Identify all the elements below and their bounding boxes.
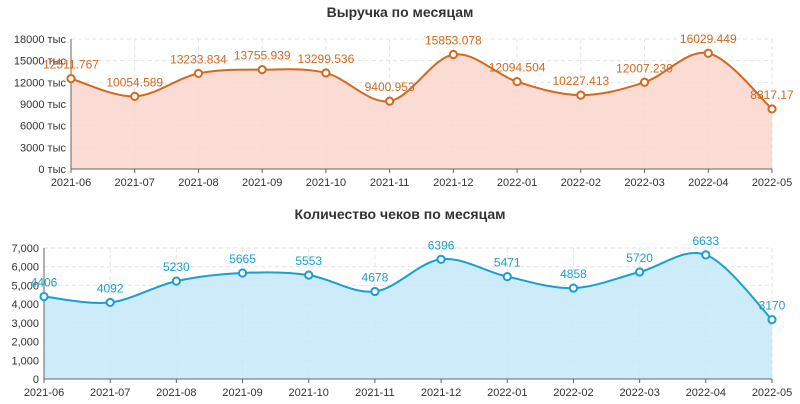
revenue-y-tick-label: 3000 тыс: [20, 142, 66, 154]
receipts-x-tick-label: 2021-06: [24, 387, 64, 399]
receipts-series-line: [43, 252, 773, 321]
receipts-data-label: 5553: [295, 254, 322, 268]
receipts-x-tick-label: 2021-11: [355, 387, 395, 399]
revenue-data-point[interactable]: [257, 65, 267, 75]
receipts-x-tick-label: 2022-05: [752, 387, 792, 399]
revenue-x-tick-label: 2022-02: [561, 177, 601, 189]
receipts-y-tick-label: 0: [33, 374, 39, 386]
revenue-data-point[interactable]: [130, 91, 140, 101]
receipts-y-tick-label: 6,000: [11, 262, 39, 274]
receipts-data-point[interactable]: [568, 283, 579, 293]
revenue-data-label: 13233.834: [170, 52, 227, 66]
revenue-data-label: 13299.536: [298, 52, 355, 66]
receipts-y-tick-label: 7,000: [11, 243, 39, 255]
revenue-data-label: 15853.078: [425, 34, 482, 48]
receipts-y-tick-label: 4,000: [11, 299, 39, 311]
receipts-data-label: 4678: [362, 270, 389, 284]
receipts-data-point[interactable]: [304, 270, 314, 280]
revenue-x-tick-label: 2021-06: [51, 177, 91, 189]
receipts-data-point[interactable]: [701, 250, 711, 260]
receipts-y-tick-label: 3,000: [11, 318, 39, 330]
revenue-y-tick-label: 0 тыс: [38, 164, 66, 176]
revenue-data-point[interactable]: [512, 77, 522, 87]
receipts-data-label: 4092: [97, 281, 124, 295]
revenue-data-label: 9400.953: [365, 80, 415, 94]
revenue-x-tick-label: 2022-04: [688, 177, 728, 189]
receipts-data-point[interactable]: [502, 272, 512, 282]
revenue-x-tick-label: 2022-01: [497, 177, 537, 189]
revenue-x-tick-label: 2021-08: [178, 177, 218, 189]
revenue-y-tick-label: 15000 тыс: [14, 56, 67, 68]
receipts-data-label: 5230: [163, 260, 190, 274]
receipts-data-point[interactable]: [39, 291, 49, 302]
revenue-data-label: 8317.17: [750, 88, 794, 102]
revenue-x-tick-label: 2021-09: [242, 177, 282, 189]
revenue-data-label: 12007.239: [616, 61, 673, 75]
revenue-data-point[interactable]: [703, 48, 713, 58]
receipts-data-label: 4406: [31, 276, 58, 290]
revenue-x-tick-label: 2022-03: [624, 177, 664, 189]
receipts-x-tick-label: 2021-09: [222, 387, 262, 399]
revenue-data-point[interactable]: [448, 49, 458, 60]
revenue-data-label: 13755.939: [234, 49, 291, 63]
receipts-data-label: 6633: [692, 234, 719, 248]
receipts-data-point[interactable]: [370, 286, 380, 297]
receipts-x-tick-label: 2021-08: [156, 387, 196, 399]
receipts-data-label: 6396: [428, 238, 455, 252]
receipts-x-tick-label: 2022-02: [553, 387, 593, 399]
receipts-data-point[interactable]: [171, 276, 181, 286]
revenue-area-fill: [71, 52, 772, 169]
receipts-data-label: 3170: [759, 299, 786, 313]
revenue-y-tick-label: 9000 тыс: [20, 99, 66, 111]
receipts-data-point[interactable]: [237, 268, 248, 278]
revenue-chart: Выручка по месяцам 0 тыс 3000 тыс 6000 тыс 9…: [14, 4, 794, 189]
revenue-data-label: 16029.449: [680, 32, 737, 46]
revenue-x-tick-label: 2021-10: [306, 177, 346, 189]
receipts-y-tick-label: 2,000: [11, 337, 39, 349]
receipts-x-tick-label: 2021-10: [289, 387, 329, 399]
receipts-y-tick-label: 5,000: [11, 280, 39, 292]
receipts-x-tick-label: 2021-07: [90, 387, 130, 399]
receipts-chart: Количество чеков по месяцам 0 1,000 2,000 3,…: [11, 206, 792, 399]
revenue-chart-title: Выручка по месяцам: [327, 4, 474, 20]
revenue-data-label: 10054.589: [106, 75, 163, 89]
revenue-y-tick-label: 12000 тыс: [14, 77, 67, 89]
receipts-data-label: 4858: [560, 267, 587, 281]
revenue-data-point[interactable]: [576, 90, 586, 100]
revenue-x-tick-label: 2021-11: [370, 177, 410, 189]
revenue-data-point[interactable]: [66, 74, 76, 84]
revenue-data-point[interactable]: [193, 68, 204, 79]
receipts-x-tick-label: 2022-01: [487, 387, 527, 399]
receipts-data-point[interactable]: [105, 297, 115, 308]
receipts-data-point[interactable]: [635, 267, 645, 277]
revenue-x-tick-label: 2022-05: [752, 177, 792, 189]
receipts-data-label: 5720: [626, 251, 653, 265]
revenue-y-tick-label: 6000 тыс: [20, 121, 66, 133]
receipts-data-label: 5665: [229, 252, 256, 266]
receipts-chart-title: Количество чеков по месяцам: [295, 206, 506, 222]
receipts-x-tick-label: 2021-12: [421, 387, 461, 399]
revenue-data-point[interactable]: [639, 77, 650, 87]
revenue-data-label: 10227.413: [552, 74, 609, 88]
receipts-y-tick-label: 1,000: [11, 355, 39, 367]
revenue-data-point[interactable]: [767, 104, 777, 114]
receipts-data-point[interactable]: [436, 254, 446, 264]
receipts-area-fill: [44, 252, 772, 379]
receipts-data-point[interactable]: [767, 315, 777, 325]
receipts-x-tick-label: 2022-03: [619, 387, 659, 399]
receipts-x-tick-label: 2022-04: [686, 387, 726, 399]
revenue-y-tick-label: 18000 тыс: [14, 34, 67, 46]
revenue-data-point[interactable]: [385, 96, 395, 106]
revenue-data-point[interactable]: [321, 68, 331, 78]
revenue-data-label: 12094.504: [489, 61, 546, 75]
receipts-data-label: 5471: [494, 256, 521, 270]
revenue-data-label: 12511.767: [43, 58, 99, 72]
revenue-x-tick-label: 2021-07: [115, 177, 155, 189]
revenue-x-tick-label: 2021-12: [433, 177, 473, 189]
